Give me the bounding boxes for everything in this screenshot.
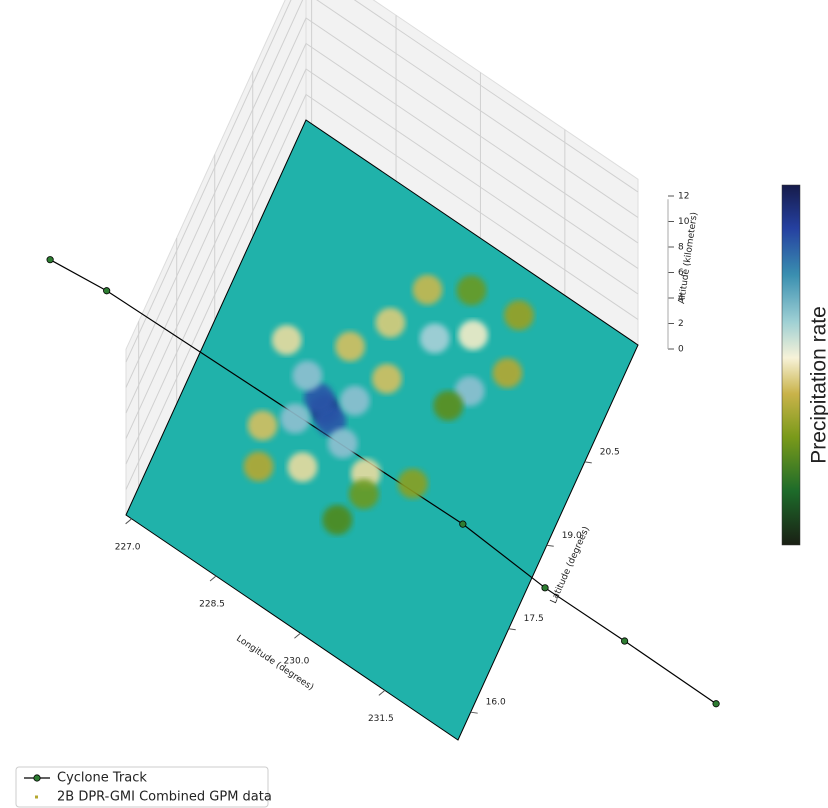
legend-marker (33, 774, 41, 782)
x-tick (294, 632, 301, 639)
x-tick-label: 231.5 (368, 714, 394, 724)
grid-line (125, 0, 639, 363)
y-tick-label: 16.0 (486, 698, 506, 708)
x-tick (125, 518, 132, 525)
gpm-point (397, 468, 428, 499)
z-tick-label: 6 (678, 268, 684, 278)
gpm-point (503, 300, 534, 331)
y-tick (546, 544, 554, 547)
grid-line (125, 42, 639, 439)
z-tick-label: 12 (678, 192, 689, 202)
z-tick-label: 2 (678, 319, 684, 329)
x-tick (378, 690, 386, 696)
x-tick (209, 575, 217, 582)
y-tick (470, 711, 478, 714)
track-point (541, 584, 549, 592)
gpm-point (433, 390, 464, 421)
gpm-point (348, 479, 379, 510)
track-point (459, 520, 467, 528)
gpm-point (322, 504, 353, 535)
gpm-point (287, 452, 318, 483)
gpm-point (292, 360, 323, 391)
gpm-point (458, 320, 489, 351)
x-tick-label: 227.0 (115, 542, 141, 552)
x-tick-label: 228.5 (199, 600, 225, 610)
gpm-point (375, 307, 406, 338)
track-line (49, 259, 717, 705)
x-tick-label: 230.0 (284, 657, 310, 667)
track-point (103, 287, 111, 295)
gpm-point (412, 274, 443, 305)
ground-plane (125, 119, 639, 741)
track-point (712, 700, 720, 708)
gpm-point (335, 331, 366, 362)
gpm-point (371, 363, 402, 394)
gpm-point (456, 275, 487, 306)
gpm-point (271, 324, 302, 355)
grid-line (125, 68, 639, 465)
gpm-point (315, 405, 346, 436)
z-tick-label: 0 (678, 345, 684, 355)
grid-line (125, 17, 639, 414)
z-tick-label: 8 (678, 243, 684, 253)
gpm-point (339, 385, 370, 416)
track-point (46, 256, 54, 264)
gpm-point (247, 410, 278, 441)
colorbar (781, 184, 801, 546)
gpm-point (454, 376, 485, 407)
legend: Cyclone Track 2B DPR-GMI Combined GPM dat… (15, 766, 272, 808)
grid-line (125, 93, 639, 490)
gpm-point (280, 403, 311, 434)
gpm-point (327, 428, 358, 459)
legend-label: 2B DPR-GMI Combined GPM data (57, 790, 272, 805)
grid-line (125, 0, 639, 388)
z-tick-label: 10 (678, 217, 690, 227)
track-point (621, 637, 629, 645)
gpm-point (304, 383, 335, 414)
gpm-point (419, 323, 450, 354)
y-tick-label: 17.5 (524, 614, 544, 624)
y-tick (584, 461, 592, 464)
gpm-point (243, 451, 274, 482)
legend-marker (35, 795, 38, 799)
legend-label: Cyclone Track (57, 771, 147, 786)
legend-box (15, 766, 269, 808)
gpm-point (492, 357, 523, 388)
y-tick (508, 628, 516, 631)
y-tick-label: 19.0 (562, 531, 582, 541)
y-tick-label: 20.5 (600, 447, 620, 457)
z-tick-label: 4 (678, 294, 684, 304)
colorbar-label: Precipitation rate (808, 306, 828, 464)
